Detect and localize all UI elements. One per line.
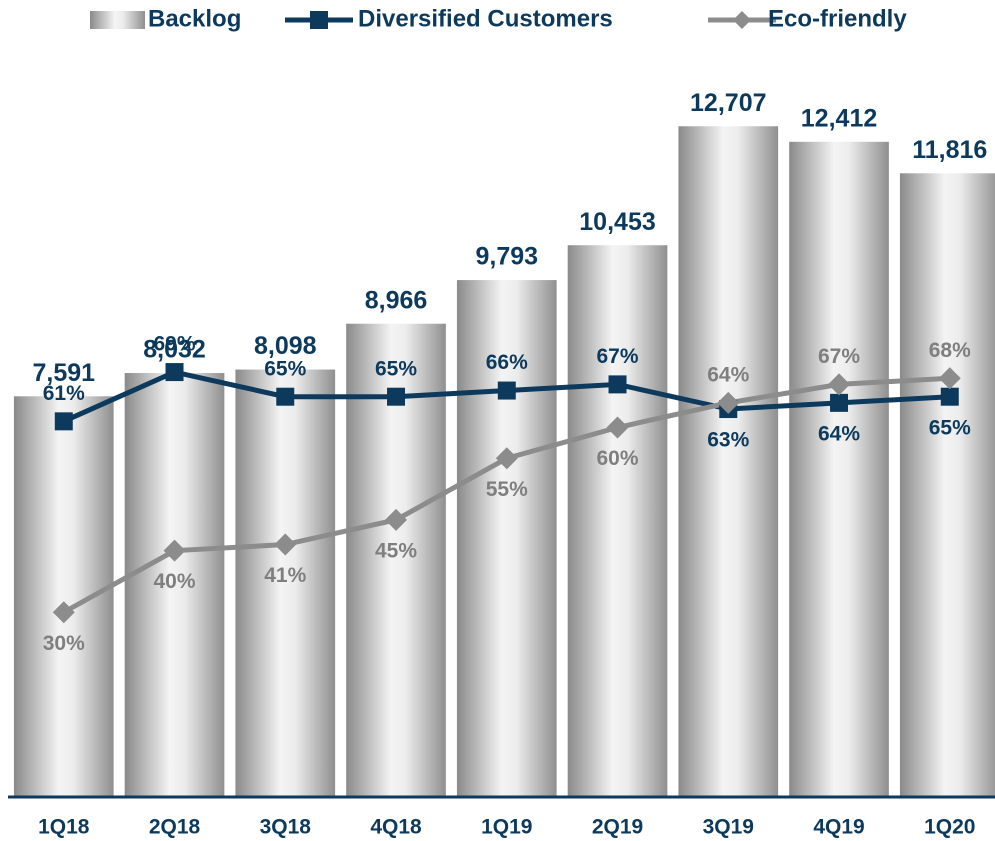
line-marker bbox=[497, 381, 516, 400]
bar bbox=[678, 126, 779, 797]
x-tick-label: 1Q20 bbox=[924, 816, 975, 839]
line-value-label: 65% bbox=[264, 357, 306, 380]
line-value-label: 41% bbox=[264, 564, 306, 587]
x-tick-label: 3Q18 bbox=[260, 816, 312, 839]
bar-value-label: 8,966 bbox=[365, 286, 428, 314]
line-value-label: 67% bbox=[818, 345, 860, 368]
bar bbox=[789, 141, 889, 797]
bar bbox=[899, 173, 995, 797]
bar-value-label: 8,032 bbox=[143, 336, 206, 364]
line-marker bbox=[274, 533, 297, 556]
bar bbox=[124, 373, 225, 797]
bar-value-label: 9,793 bbox=[475, 243, 538, 271]
line-marker bbox=[165, 363, 184, 382]
x-tick-label: 1Q18 bbox=[38, 816, 90, 839]
line-marker bbox=[606, 416, 629, 439]
line-marker bbox=[276, 387, 295, 406]
line-marker bbox=[495, 447, 518, 470]
line-marker bbox=[52, 601, 75, 624]
line-value-label: 61% bbox=[43, 382, 85, 405]
line-marker bbox=[717, 391, 740, 414]
line-value-label: 45% bbox=[375, 539, 417, 562]
line-marker bbox=[163, 539, 186, 562]
line-marker bbox=[830, 393, 849, 412]
line-value-label: 67% bbox=[597, 345, 639, 368]
line-marker bbox=[385, 508, 408, 531]
bar bbox=[13, 396, 114, 797]
legend-marker bbox=[733, 11, 751, 29]
legend-label: Diversified Customers bbox=[358, 5, 613, 32]
legend-swatch bbox=[90, 11, 145, 29]
legend-marker bbox=[310, 11, 328, 29]
x-tick-label: 4Q19 bbox=[813, 816, 864, 839]
bar bbox=[456, 280, 557, 798]
line-value-label: 69% bbox=[154, 333, 196, 356]
line-value-label: 66% bbox=[486, 351, 528, 374]
line-value-label: 65% bbox=[375, 357, 417, 380]
line-value-label: 63% bbox=[707, 429, 749, 452]
legend-label: Backlog bbox=[148, 5, 241, 32]
x-tick-label: 3Q19 bbox=[703, 816, 754, 839]
line-marker bbox=[387, 387, 406, 406]
line-marker bbox=[940, 387, 959, 406]
x-tick-label: 4Q18 bbox=[370, 816, 422, 839]
line-marker bbox=[828, 373, 851, 396]
bar-value-label: 7,591 bbox=[32, 359, 95, 387]
x-tick-label: 1Q19 bbox=[481, 816, 532, 839]
bar-value-label: 10,453 bbox=[579, 208, 655, 236]
legend-label: Eco-friendly bbox=[768, 5, 907, 32]
bar-value-label: 8,098 bbox=[254, 332, 317, 360]
line-value-label: 40% bbox=[154, 570, 196, 593]
bar-value-label: 12,412 bbox=[801, 104, 877, 132]
line-value-label: 60% bbox=[597, 447, 639, 470]
x-tick-label: 2Q19 bbox=[592, 816, 643, 839]
line-marker bbox=[608, 375, 627, 394]
line-value-label: 64% bbox=[818, 422, 860, 445]
bar-value-label: 12,707 bbox=[690, 89, 766, 117]
line-marker bbox=[54, 412, 73, 431]
line-value-label: 55% bbox=[486, 478, 528, 501]
line-value-label: 68% bbox=[929, 339, 971, 362]
x-tick-label: 2Q18 bbox=[149, 816, 201, 839]
line-marker bbox=[938, 367, 961, 390]
line-value-label: 64% bbox=[707, 363, 749, 386]
bar-value-label: 11,816 bbox=[912, 136, 987, 164]
bar bbox=[235, 369, 336, 797]
bar bbox=[567, 245, 668, 797]
line-value-label: 30% bbox=[43, 632, 85, 655]
line-value-label: 65% bbox=[929, 416, 971, 439]
